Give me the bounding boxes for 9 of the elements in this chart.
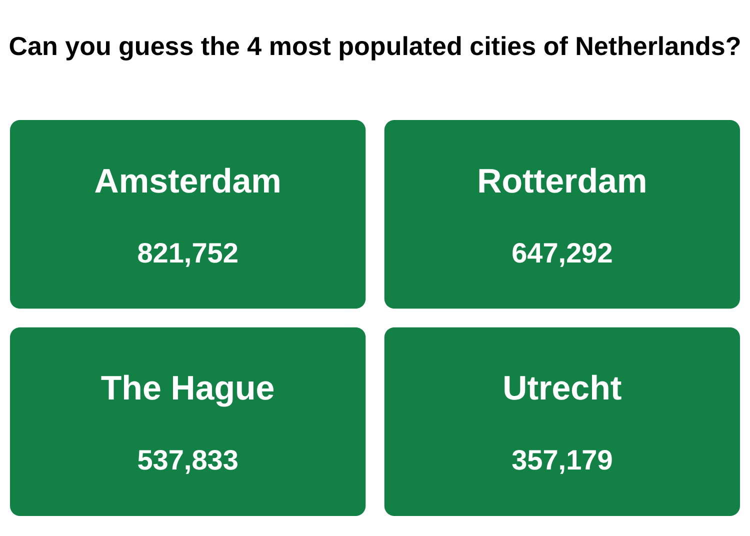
- data-label: 537,833: [137, 444, 238, 476]
- category-label: Amsterdam: [94, 162, 282, 200]
- category-label: The Hague: [100, 370, 275, 408]
- data-label: 357,179: [512, 444, 613, 476]
- text: Can you guess the 4 most populated cities of Netherlands?: [8, 31, 742, 61]
- category-label: Rotterdam: [477, 162, 648, 200]
- data-label: 647,292: [512, 237, 613, 268]
- category-label: Utrecht: [502, 370, 622, 408]
- data-label: 821,752: [137, 237, 238, 268]
